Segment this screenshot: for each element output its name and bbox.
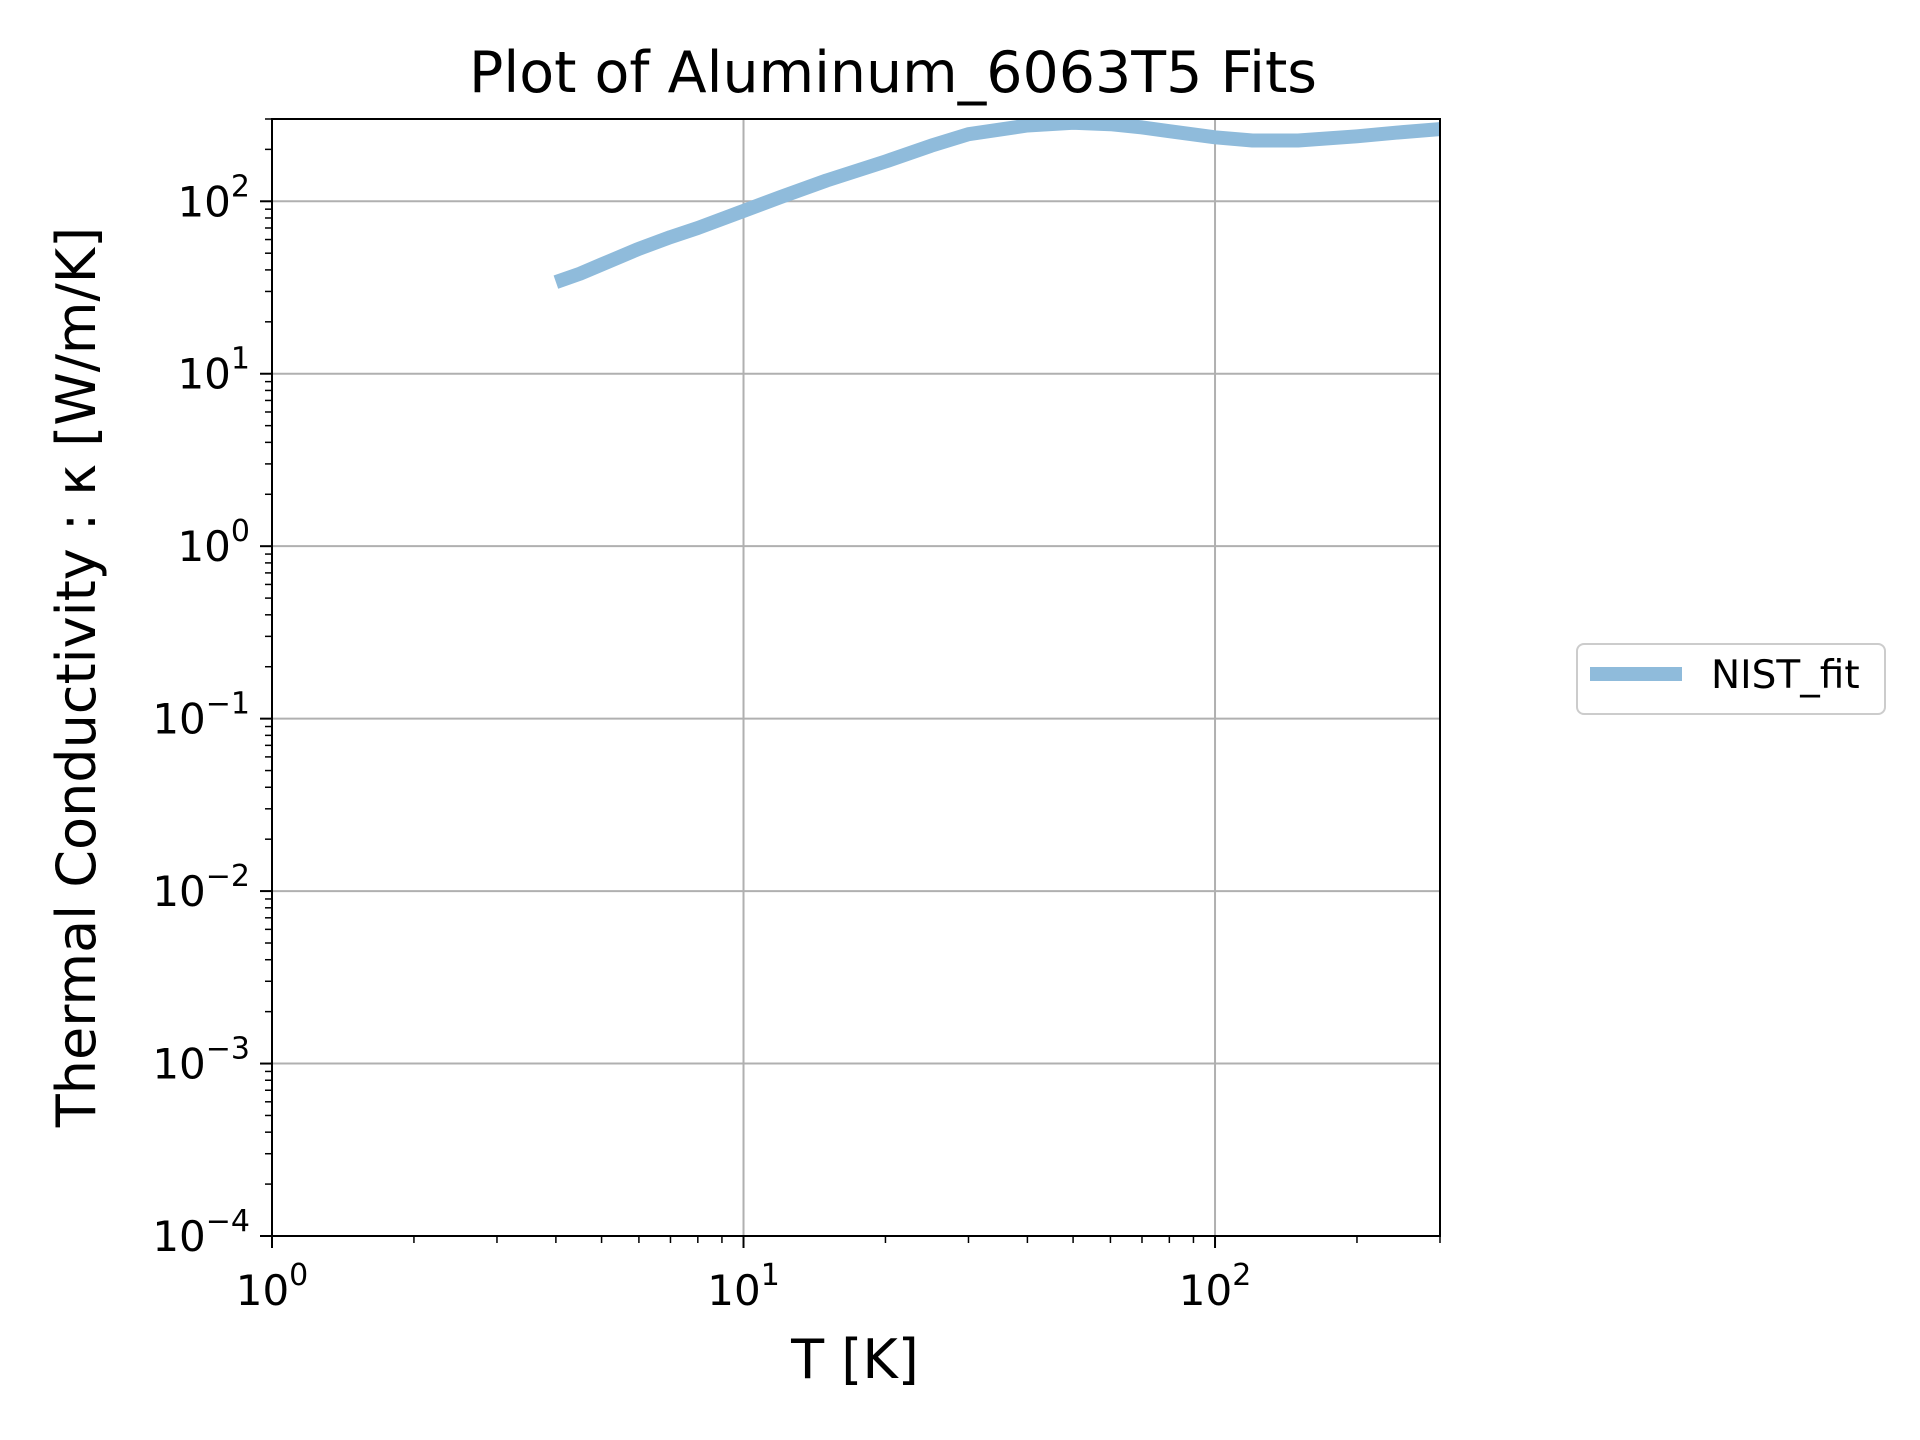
legend-box [1576,643,1886,715]
y-tick-label-exponent: −3 [206,1032,250,1067]
series-line-nist-fit [553,119,1440,289]
x-tick-label-exponent: 1 [761,1258,780,1293]
y-tick-label-base: 10 [177,350,230,399]
y-tick-label: 102 [177,169,250,226]
y-tick-label-base: 10 [177,522,230,571]
y-tick-label-exponent: −4 [206,1204,250,1239]
legend: NIST_fit [1576,643,1886,715]
x-tick-label-base: 10 [1179,1266,1232,1315]
y-tick-label-base: 10 [152,1040,205,1089]
x-tick-label-base: 10 [236,1266,289,1315]
y-tick-label: 10−4 [152,1204,250,1261]
chart-title: Plot of Aluminum_6063T5 Fits [469,40,1317,106]
x-tick-label: 100 [236,1258,309,1315]
plot-frame [271,118,1441,1237]
y-tick-label-exponent: 0 [231,514,250,549]
y-tick-label-exponent: 2 [231,169,250,204]
legend-label-nist-fit: NIST_fit [1711,653,1860,698]
x-tick-label: 101 [707,1258,780,1315]
y-tick-label: 10−2 [152,859,250,916]
minor-tick-layer [265,118,1441,1243]
series-layer [553,119,1440,289]
major-tick-layer [260,200,1217,1248]
y-tick-label: 100 [177,514,250,571]
y-tick-label-base: 10 [177,177,230,226]
x-tick-label-exponent: 0 [289,1258,308,1293]
y-tick-label: 101 [177,342,250,399]
x-axis-label: T [K] [790,1328,919,1391]
y-tick-label-exponent: −1 [206,687,250,722]
x-tick-label-base: 10 [707,1266,760,1315]
y-tick-label-exponent: −2 [206,859,250,894]
y-tick-label-base: 10 [152,867,205,916]
y-axis-label: Thermal Conductivity : κ [W/m/K] [45,227,108,1128]
y-tick-label-exponent: 1 [231,342,250,377]
x-tick-label: 102 [1179,1258,1252,1315]
y-tick-label-base: 10 [152,1212,205,1261]
y-tick-label: 10−1 [152,687,250,744]
y-tick-label: 10−3 [152,1032,250,1089]
x-tick-label-exponent: 2 [1232,1258,1251,1293]
y-tick-label-base: 10 [152,695,205,744]
